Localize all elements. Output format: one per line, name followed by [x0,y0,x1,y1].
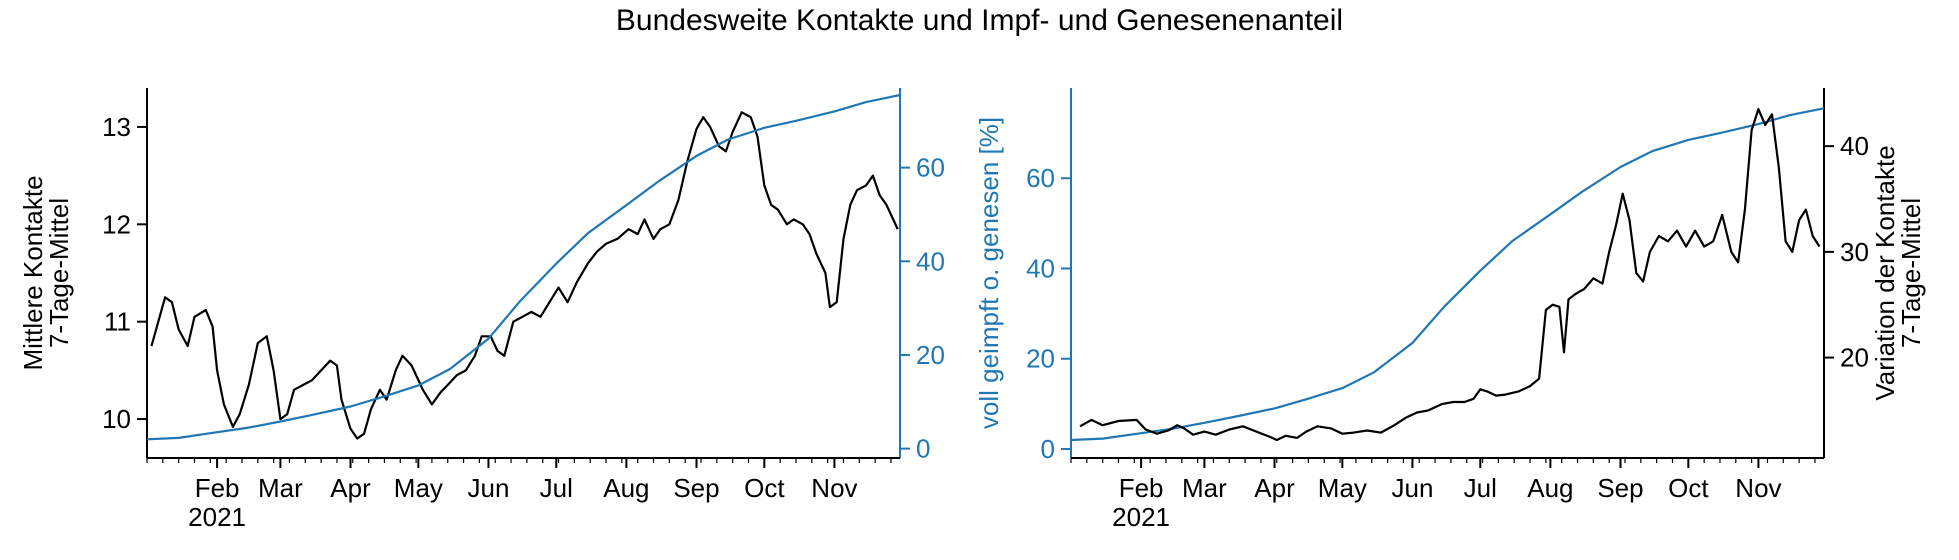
x-tick-label: Jun [467,473,509,503]
x-tick-label: Sep [1597,473,1643,503]
left-y-axis-label: voll geimpft o. genesen [%] [974,117,1004,429]
left-panel: Feb Mar Apr May Jun Jul Aug Sep Oct Nov 2021 10 11 12… [18,88,945,532]
x-tick-label: Oct [1668,473,1709,503]
right-y-tick-label: 40 [916,246,945,276]
x-tick-label: Nov [811,473,857,503]
x-tick-label: Aug [1527,473,1573,503]
right-y-axis-label-line2: 7-Tage-Mittel [1896,198,1926,348]
vaccinated-share-series-line [1070,107,1825,442]
x-tick-label: Jul [540,473,573,503]
x-tick-label: May [1318,473,1367,503]
x-tick-label: Feb [195,473,240,503]
left-y-tick-label: 11 [104,307,131,337]
left-y-tick-label: 20 [1026,344,1055,374]
right-panel: Feb Mar Apr May Jun Jul Aug Sep Oct Nov 2021 0 20 40 6… [974,88,1926,532]
x-tick-label: Aug [603,473,649,503]
right-y-tick-label: 20 [1840,343,1869,373]
right-y-tick-label: 40 [1840,131,1869,161]
figure-title: Bundesweite Kontakte und Impf- und Genes… [615,4,1344,37]
left-y-tick-label: 40 [1026,253,1055,283]
left-y-axis-label-line1: Mittlere Kontakte [18,175,48,370]
contacts-series-line [1079,108,1821,442]
left-y-tick-label: 0 [1041,434,1055,464]
x-tick-label: Jul [1464,473,1497,503]
x-tick-label: Apr [1254,473,1295,503]
x-tick-label: Jun [1391,473,1433,503]
right-y-tick-label: 20 [916,340,945,370]
left-y-tick-label: 10 [102,404,131,434]
x-tick-label: Nov [1735,473,1781,503]
right-y-tick-label: 0 [916,434,930,464]
right-y-tick-label: 30 [1840,237,1869,267]
x-year-label: 2021 [188,502,246,532]
left-y-tick-label: 13 [102,112,131,142]
x-tick-label: Sep [673,473,719,503]
left-y-tick-label: 12 [102,209,131,239]
vaccinated-share-series-line [146,93,901,441]
right-y-tick-label: 60 [916,153,945,183]
left-y-axis-label-line2: 7-Tage-Mittel [44,198,74,348]
x-year-label: 2021 [1112,502,1170,532]
x-tick-label: May [394,473,443,503]
x-tick-label: Apr [330,473,371,503]
x-tick-label: Feb [1119,473,1164,503]
contacts-series-line [150,111,899,440]
x-tick-label: Oct [744,473,785,503]
x-tick-label: Mar [258,473,303,503]
left-y-tick-label: 60 [1026,163,1055,193]
right-y-axis-label-line1: Variation der Kontakte [1870,145,1900,400]
x-tick-label: Mar [1182,473,1227,503]
